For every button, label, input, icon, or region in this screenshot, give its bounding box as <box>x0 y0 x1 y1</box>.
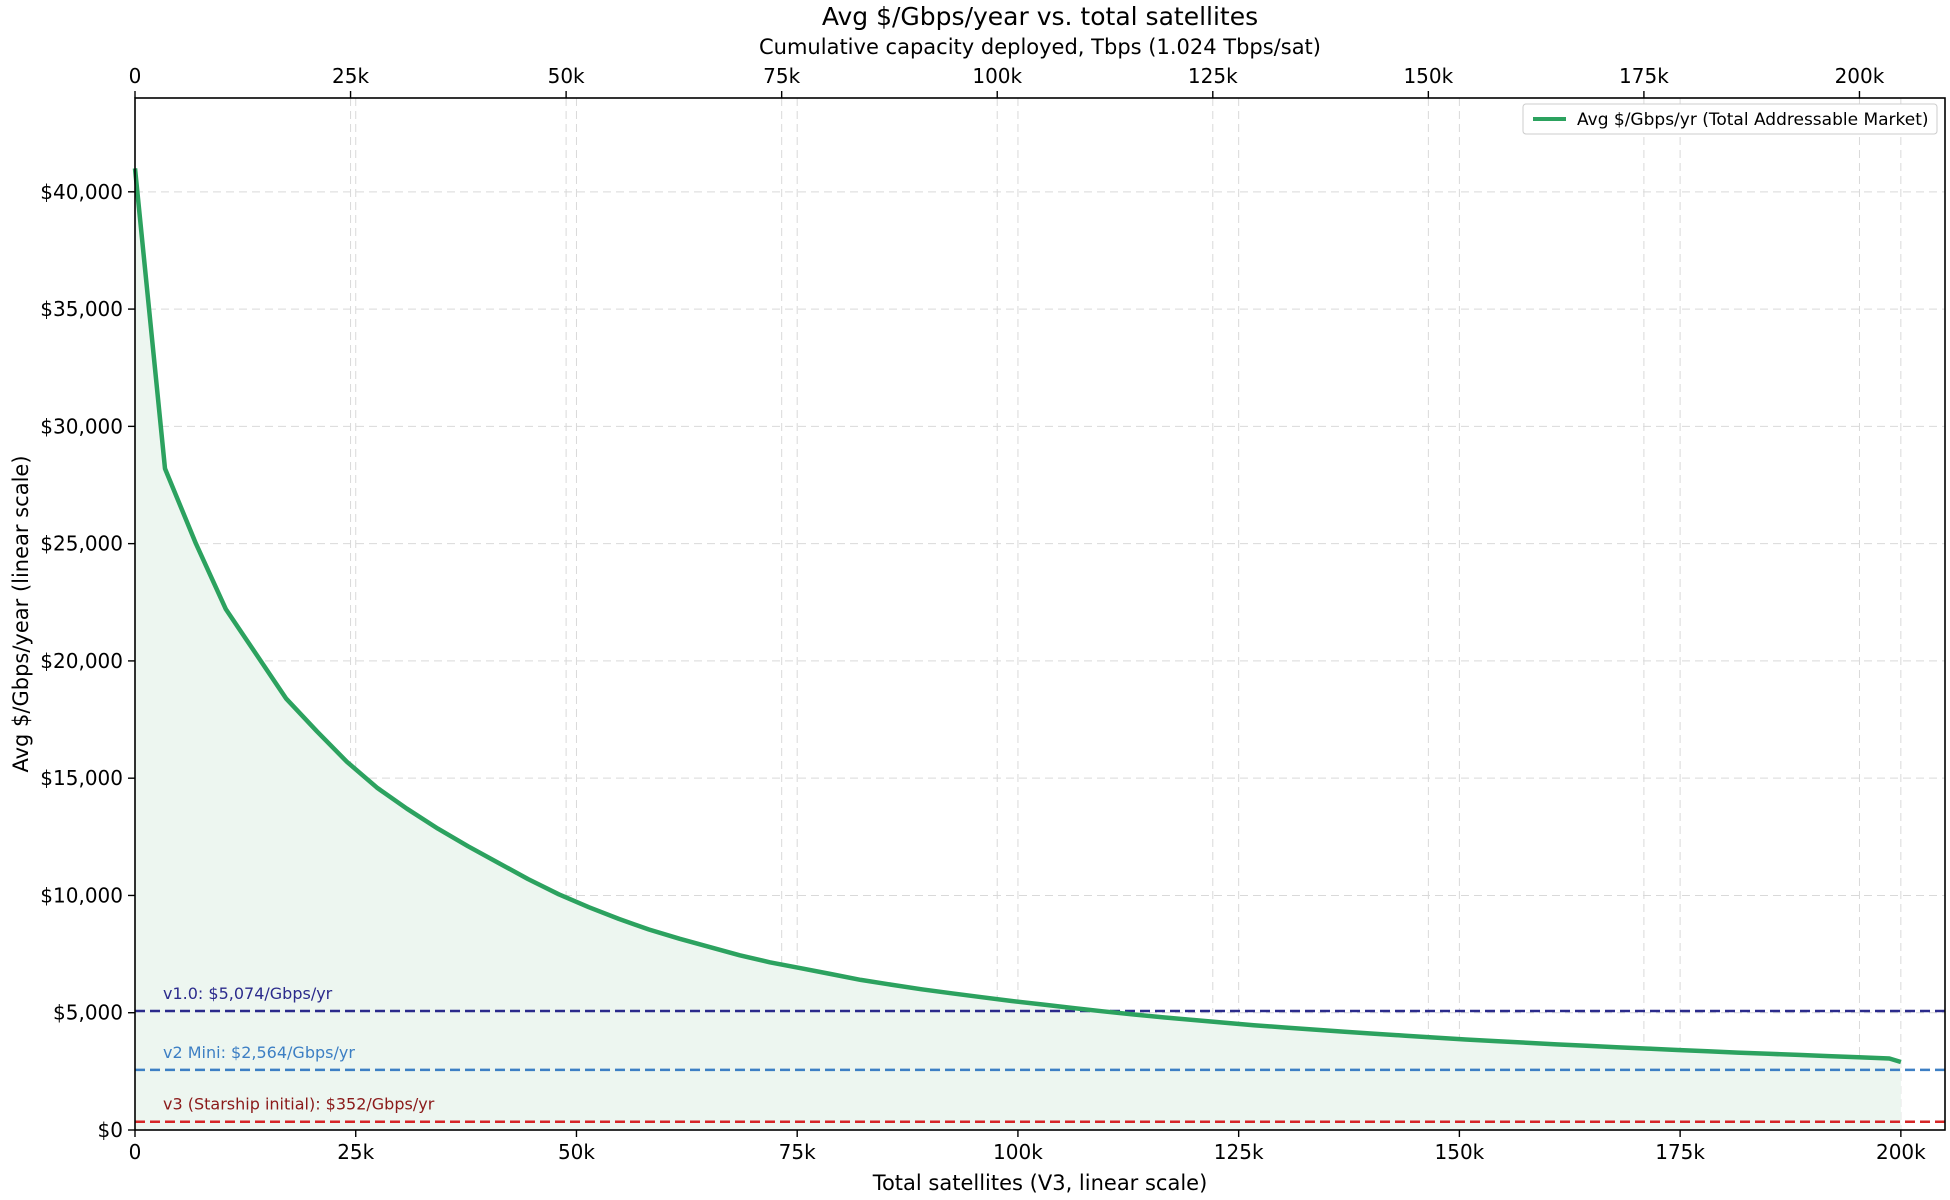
reference-lines: v1.0: $5,074/Gbps/yr v2 Mini: $2,564/Gbps… <box>135 984 1945 1124</box>
plot-frame <box>134 97 1946 1131</box>
top-tick-label: 125k <box>1188 64 1238 88</box>
top-tick-label: 50k <box>548 64 585 88</box>
x-tick-label: 25k <box>337 1140 374 1164</box>
y-tick-label: $5,000 <box>53 1001 123 1025</box>
y-tick-label: $20,000 <box>40 649 123 673</box>
reference-line-label: v2 Mini: $2,564/Gbps/yr <box>163 1043 355 1062</box>
legend-label: Avg $/Gbps/yr (Total Addressable Market) <box>1577 110 1929 130</box>
top-tick-label: 150k <box>1403 64 1453 88</box>
x-tick-label: 175k <box>1655 1140 1705 1164</box>
y-tick-label: $10,000 <box>40 883 123 907</box>
legend-box <box>1522 103 1938 135</box>
y-tick-label: $35,000 <box>40 297 123 321</box>
series-line <box>132 168 1902 1065</box>
chart-title: Avg $/Gbps/year vs. total satellites <box>822 2 1258 31</box>
top-tick-label: 0 <box>129 64 142 88</box>
top-tick-label: 100k <box>972 64 1022 88</box>
top-tick-label: 75k <box>763 64 800 88</box>
reference-line-label: v1.0: $5,074/Gbps/yr <box>163 984 333 1003</box>
x-tick-label: 50k <box>558 1140 595 1164</box>
top-tick-label: 175k <box>1619 64 1669 88</box>
x-tick-label: 0 <box>129 1140 142 1164</box>
top-axis-title: Cumulative capacity deployed, Tbps (1.02… <box>759 35 1321 59</box>
top-tick-label: 25k <box>332 64 369 88</box>
x-tick-label: 125k <box>1214 1140 1264 1164</box>
y-axis-title: Avg $/Gbps/year (linear scale) <box>9 455 33 772</box>
y-tick-label: $25,000 <box>40 532 123 556</box>
x-tick-label: 200k <box>1876 1140 1926 1164</box>
series-area <box>135 168 1901 1130</box>
x-tick-label: 150k <box>1435 1140 1485 1164</box>
series-lines <box>132 168 1902 1065</box>
x-tick-label: 100k <box>993 1140 1043 1164</box>
legend: Avg $/Gbps/yr (Total Addressable Market) <box>1522 103 1938 135</box>
series-area-fill <box>135 168 1901 1130</box>
reference-line-label: v3 (Starship initial): $352/Gbps/yr <box>163 1095 435 1114</box>
y-tick-label: $0 <box>98 1118 123 1142</box>
axis-ticks: 0 25k 50k 75k 100k 125k 150k 175k 200k 0 25k 50k 75k… <box>40 64 1926 1164</box>
x-tick-label: 75k <box>779 1140 816 1164</box>
y-tick-label: $15,000 <box>40 766 123 790</box>
y-tick-label: $30,000 <box>40 414 123 438</box>
y-tick-label: $40,000 <box>40 180 123 204</box>
top-tick-label: 200k <box>1835 64 1885 88</box>
x-axis-title: Total satellites (V3, linear scale) <box>872 1171 1208 1195</box>
